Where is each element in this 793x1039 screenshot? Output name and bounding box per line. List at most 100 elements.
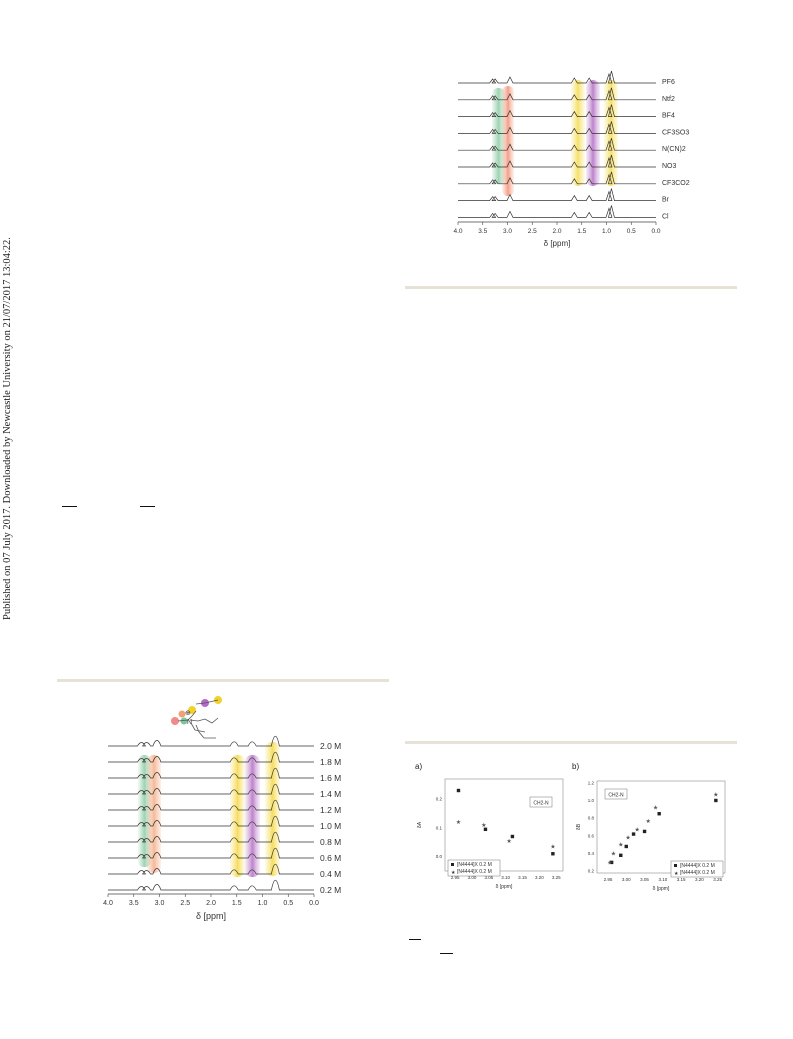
x-tick-label: 0.5: [627, 228, 636, 235]
spectrum-trace: [458, 154, 656, 168]
atom-bead-yellow: [188, 706, 196, 714]
y-tick-label: 1.2: [588, 780, 595, 785]
x-axis-label: δ [ppm]: [544, 239, 571, 248]
band-green: [492, 88, 505, 184]
annotation-text: CH2-N: [533, 801, 549, 807]
y-tick-label: 0.2: [588, 869, 595, 874]
rule-left: [57, 679, 389, 682]
svg-text:★: ★: [451, 870, 456, 876]
plot-frame: [596, 780, 726, 874]
legend-entry: [N4444]X 0.2 M: [457, 869, 492, 875]
y-tick-label: 0.8: [588, 816, 595, 821]
data-point-square: [642, 829, 647, 834]
x-axis-ticks: 4.0 3.5 3.0 2.5 2.0 1.5 1.0 0.5 0.0: [103, 894, 319, 907]
x-tick-label: 1.5: [232, 900, 242, 907]
x-tick-label: 4.0: [453, 228, 462, 235]
x-axis-ticks: 4.0 3.5 3.0 2.5 2.0 1.5 1.0 0.5 0.0: [453, 222, 661, 235]
concentration-label: 2.0 M: [320, 741, 341, 751]
panel-label: a): [415, 762, 422, 771]
x-tick-label: 3.0: [155, 900, 165, 907]
data-point-star: ★: [653, 805, 658, 812]
x-tick-label: 3.25: [552, 875, 561, 880]
data-point-square: [624, 844, 628, 849]
concentration-label: 1.4 M: [320, 789, 341, 799]
band-red: [147, 755, 161, 873]
legend: [N4444]X 0.2 M ★ [N4444]X 0.2 M: [447, 859, 501, 877]
x-tick-label: 3.25: [713, 877, 722, 882]
x-tick-label: 2.5: [180, 900, 190, 907]
atom-label-n: N: [187, 719, 192, 726]
x-tick-label: 2.0: [206, 900, 216, 907]
spectrum-trace: [108, 799, 314, 811]
anion-label: Ntf2: [662, 96, 675, 103]
x-tick-label: 3.05: [484, 875, 493, 880]
spectrum-trace: [458, 70, 656, 84]
anion-label: Cl: [662, 213, 669, 220]
dash-mark: [62, 506, 77, 507]
x-tick-label: 3.5: [478, 228, 487, 235]
annotation-box: CH2-N: [604, 788, 628, 800]
legend: [N4444]X 0.2 M ★ [N4444]X 0.2 M: [670, 860, 724, 878]
anion-label: N(CN)2: [662, 146, 686, 153]
plot-frame: [444, 778, 564, 872]
x-axis-label: δ [ppm]: [496, 884, 513, 890]
spectrum-trace: [458, 205, 656, 218]
x-tick-label: 2.95: [451, 875, 460, 880]
spectrum-trace: [108, 783, 314, 795]
legend-entry: [N4444]X 0.2 M: [680, 870, 715, 876]
data-point-square: [657, 812, 661, 816]
x-axis-label: δ [ppm]: [653, 886, 670, 892]
data-point-star: ★: [611, 851, 616, 858]
anion-label: PF6: [662, 79, 675, 86]
data-point-square: [631, 832, 636, 836]
y-tick-label: 1.0: [588, 798, 595, 803]
legend-entry: [N4444]X 0.2 M: [680, 863, 715, 869]
x-tick-label: 2.95: [604, 877, 613, 882]
concentration-label: 0.2 M: [320, 885, 341, 895]
x-tick-label: 2.5: [528, 228, 537, 235]
anion-label: Br: [662, 197, 670, 204]
spectrum-trace: [458, 188, 656, 201]
spectrum-trace: [458, 87, 656, 101]
atom-bead-green: [180, 717, 188, 725]
x-tick-label: 1.0: [258, 900, 268, 907]
data-point-square: [483, 827, 488, 832]
x-tick-label: 4.0: [103, 900, 113, 907]
concentration-label: 1.0 M: [320, 821, 341, 831]
band-purple: [586, 80, 600, 186]
anion-label: BF4: [662, 113, 675, 120]
band-purple: [245, 755, 260, 877]
y-tick-label: 0.1: [436, 825, 443, 830]
data-point-star: ★: [713, 791, 718, 798]
data-points: ★ ★ ★ ★: [456, 788, 556, 856]
x-tick-label: 3.00: [468, 875, 477, 880]
svg-text:★: ★: [674, 871, 679, 877]
anion-label: CF3SO3: [662, 129, 689, 136]
concentration-labels: 2.0 M 1.8 M 1.6 M 1.4 M 1.2 M 1.0 M 0.8 M 0.6 M…: [320, 741, 341, 895]
y-tick-label: 0.0: [436, 854, 443, 859]
atom-bead-orange: [178, 710, 186, 718]
spectra-traces: [108, 735, 314, 891]
data-point-star: ★: [456, 819, 461, 826]
data-point-star: ★: [646, 818, 651, 825]
y-tick-label: 0.2: [436, 797, 443, 802]
x-tick-label: 3.05: [640, 877, 649, 882]
publication-note-text: Published on 07 July 2017. Downloaded by…: [2, 237, 13, 620]
y-tick-label: 0.6: [588, 833, 595, 838]
concentration-label: 1.6 M: [320, 773, 341, 783]
x-tick-label: 3.10: [658, 877, 667, 882]
band-yellow: [230, 755, 245, 877]
x-tick-label: 3.0: [503, 228, 512, 235]
data-point-star: ★: [506, 838, 511, 845]
spectra-traces: [458, 70, 656, 218]
rule-top-right: [405, 286, 737, 289]
spectrum-trace: [108, 863, 314, 875]
annotation-text: CH2-N: [608, 793, 624, 799]
x-tick-label: 3.15: [518, 875, 527, 880]
spectrum-trace: [458, 138, 656, 151]
x-tick-label: 3.15: [677, 877, 686, 882]
band-yellow-2: [604, 80, 618, 186]
data-points: ★★★★★★★★: [607, 791, 718, 866]
spectrum-trace: [108, 879, 314, 891]
concentration-label: 0.6 M: [320, 853, 341, 863]
